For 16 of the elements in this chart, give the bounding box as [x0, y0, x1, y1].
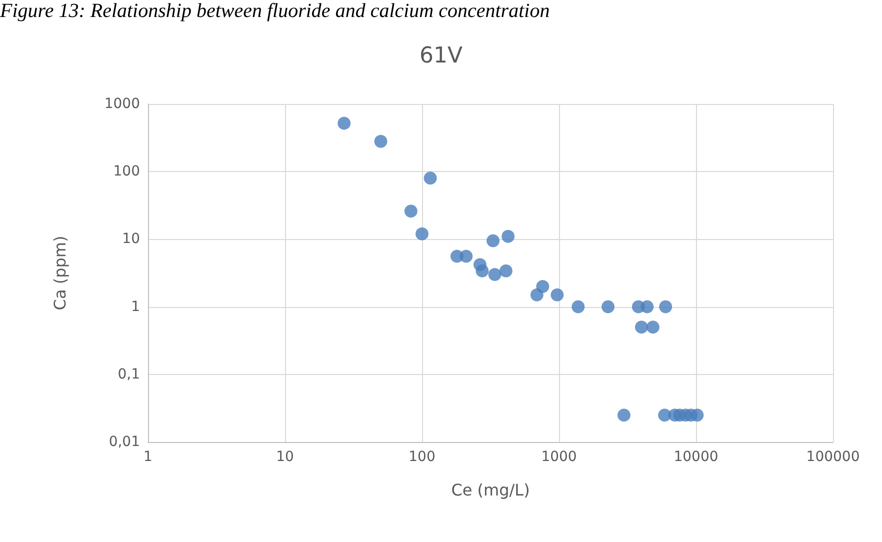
y-tick-label: 0,1 [118, 366, 140, 382]
x-tick-label: 1000 [541, 449, 577, 465]
y-tick-label: 10 [122, 231, 140, 248]
x-tick-label: 100000 [806, 449, 860, 465]
chart-title: 61V [419, 44, 463, 68]
x-tick-label: 100 [408, 449, 436, 465]
y-tick-label: 0,01 [108, 434, 140, 450]
y-axis-title: Ca (ppm) [50, 236, 70, 310]
x-tick-label: 10000 [674, 449, 718, 465]
y-tick-label: 1 [131, 298, 140, 315]
x-tick-label: 1 [144, 449, 152, 465]
x-tick-label: 10 [276, 449, 294, 465]
y-tick-label: 1000 [104, 96, 140, 112]
caption: Figure 13: Relationship between fluoride and calcium concentration [0, 0, 551, 23]
x-axis-title: Ce (mg/L) [451, 480, 530, 500]
y-tick-label: 100 [113, 164, 140, 180]
